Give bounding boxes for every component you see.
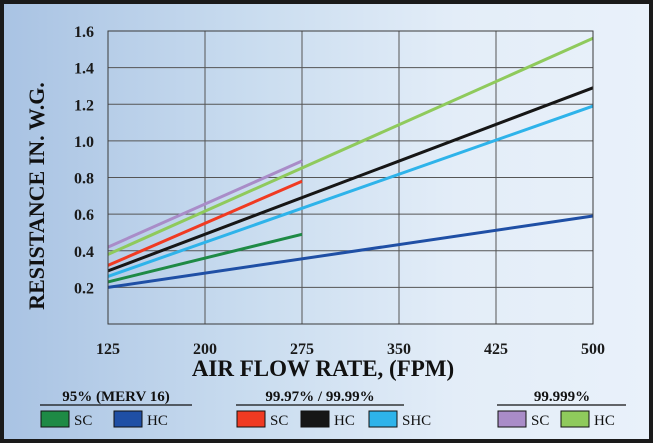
- legend-label: SHC: [402, 413, 431, 429]
- legend-label: SC: [270, 413, 288, 429]
- legend-group: 95% (MERV 16) SC HC: [40, 389, 192, 429]
- y-tick-label: 0.6: [74, 207, 94, 224]
- x-tick-label: 350: [387, 341, 411, 358]
- legend-label: HC: [334, 413, 355, 429]
- y-tick-label: 0.8: [74, 171, 94, 188]
- x-axis-title: AIR FLOW RATE, (FPM): [192, 356, 454, 381]
- y-tick-label: 0.2: [74, 280, 94, 297]
- series-line-2: [107, 179, 303, 267]
- x-tick-label: 125: [96, 341, 120, 358]
- series-line-6: [107, 36, 594, 256]
- legend-swatch: [497, 410, 527, 428]
- legend-label: SC: [531, 413, 549, 429]
- x-tick-labels: 125 200 275 350 425 500: [96, 341, 605, 358]
- y-tick-label: 1.6: [74, 24, 94, 41]
- series-line-0: [107, 232, 303, 284]
- legend-group-title: 99.97% / 99.99%: [265, 389, 374, 405]
- x-tick-label: 500: [581, 341, 605, 358]
- legend-group-title: 95% (MERV 16): [62, 389, 170, 405]
- plot-border: [107, 30, 594, 325]
- series-lines: [107, 36, 594, 289]
- series-line-4: [107, 104, 594, 278]
- y-tick-label: 0.4: [74, 244, 94, 261]
- series-line-5: [107, 159, 303, 249]
- series-line-3: [107, 86, 594, 273]
- chart-panel: 0.2 0.4 0.6 0.8 1.0 1.2 1.4 1.6 125 200 275 350 425…: [4, 4, 649, 439]
- legend-group: 99.999% SC HC: [497, 389, 626, 429]
- series-line-1: [107, 214, 594, 289]
- legend-label: SC: [74, 413, 92, 429]
- legend-label: HC: [594, 413, 615, 429]
- y-tick-labels: 0.2 0.4 0.6 0.8 1.0 1.2 1.4 1.6: [74, 24, 94, 297]
- legend-group: 99.97% / 99.99% SC HC SHC: [236, 389, 431, 429]
- y-tick-label: 1.0: [74, 134, 94, 151]
- y-axis-title: RESISTANCE IN. W.G.: [24, 82, 49, 310]
- legend-swatch: [560, 410, 590, 428]
- legend-swatch: [113, 410, 143, 428]
- y-tick-label: 1.4: [74, 61, 94, 78]
- x-tick-label: 425: [484, 341, 508, 358]
- legend-swatch: [300, 410, 330, 428]
- x-tick-label: 200: [193, 341, 217, 358]
- resistance-chart: 0.2 0.4 0.6 0.8 1.0 1.2 1.4 1.6 125 200 275 350 425…: [24, 24, 626, 429]
- legend-swatch: [40, 410, 70, 428]
- x-tick-label: 275: [290, 341, 314, 358]
- grid: [107, 30, 594, 324]
- y-tick-label: 1.2: [74, 97, 94, 114]
- legend-swatch: [236, 410, 266, 428]
- legend-swatch: [368, 410, 398, 428]
- legend-group-title: 99.999%: [534, 389, 590, 405]
- legend-label: HC: [147, 413, 168, 429]
